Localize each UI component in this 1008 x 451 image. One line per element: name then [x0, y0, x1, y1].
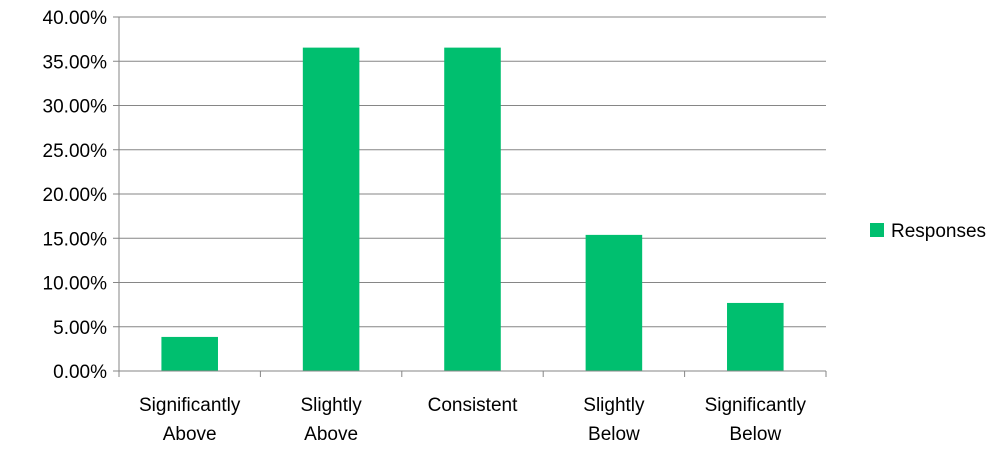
y-tick-label: 0.00%: [53, 362, 107, 383]
legend-label-responses: Responses: [891, 221, 986, 242]
x-category-label: Significantly Below: [705, 395, 807, 445]
bar: [727, 302, 784, 371]
x-category-labels: Significantly Above Slightly Above Consisten…: [139, 395, 806, 445]
bar: [302, 47, 360, 371]
y-tick-label: 10.00%: [43, 274, 108, 295]
x-category-label: Slightly Above: [300, 395, 362, 445]
axes: [113, 16, 827, 377]
x-category-label-line: Above: [304, 424, 358, 445]
y-tick-label: 40.00%: [43, 8, 108, 29]
y-tick-label: 25.00%: [43, 141, 108, 162]
bar: [444, 47, 501, 371]
y-tick-label: 5.00%: [53, 318, 107, 339]
x-category-label-line: Significantly: [705, 395, 807, 416]
bar: [161, 336, 218, 371]
y-tick-label: 30.00%: [43, 97, 108, 118]
x-category-label-line: Consistent: [428, 395, 518, 416]
bars: [161, 47, 784, 371]
y-tick-label: 15.00%: [43, 229, 108, 250]
x-category-label-line: Below: [588, 424, 640, 445]
x-category-label-line: Above: [163, 424, 217, 445]
x-category-label-line: Significantly: [139, 395, 241, 416]
y-tick-label: 35.00%: [43, 52, 108, 73]
x-category-label: Significantly Above: [139, 395, 241, 445]
y-tick-labels: 0.00% 5.00% 10.00% 15.00% 20.00% 25.00% 30.00%…: [43, 8, 108, 383]
legend-swatch-responses: [870, 223, 884, 237]
x-category-label-line: Slightly: [300, 395, 362, 416]
bar: [585, 234, 643, 371]
x-category-label-line: Slightly: [583, 395, 645, 416]
x-category-label-line: Below: [729, 424, 781, 445]
x-category-label: Slightly Below: [583, 395, 645, 445]
legend: Responses: [870, 221, 986, 242]
x-category-label: Consistent: [428, 395, 518, 416]
y-tick-label: 20.00%: [43, 185, 108, 206]
